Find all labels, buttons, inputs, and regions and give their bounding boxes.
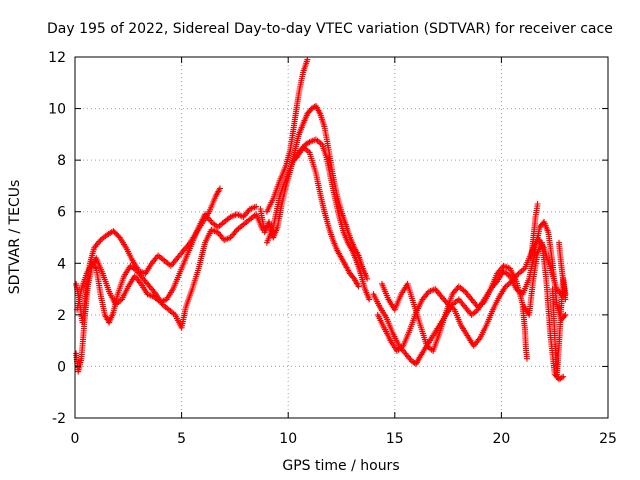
x-axis-label: GPS time / hours	[282, 458, 399, 474]
data-point	[304, 56, 311, 63]
series-track-5	[263, 56, 311, 215]
data-point	[112, 230, 119, 237]
y-tick-label: 8	[57, 153, 66, 169]
series-track-11	[519, 304, 530, 362]
x-tick-label: 10	[279, 431, 297, 447]
y-tick-label: 6	[57, 205, 66, 221]
data-point	[253, 203, 260, 210]
y-tick-label: 4	[57, 256, 66, 272]
data-point	[534, 201, 541, 207]
y-tick-label: 0	[57, 359, 66, 375]
data-point	[366, 296, 373, 303]
series-track-2	[73, 203, 260, 375]
y-tick-label: 10	[48, 102, 66, 118]
data-point	[92, 264, 99, 271]
axis-ticks: 0 5 10 15 20 25 -2 0 2 4 6 8 10 12	[48, 50, 617, 447]
series-track-1	[73, 185, 223, 326]
data-point	[560, 373, 567, 380]
grid-lines	[75, 57, 608, 418]
series-track-10	[379, 239, 567, 383]
data-point	[364, 275, 371, 282]
series-track-3	[74, 211, 266, 331]
data-point	[562, 296, 569, 303]
x-tick-label: 15	[386, 431, 404, 447]
data-marks	[73, 56, 569, 383]
x-tick-label: 20	[492, 431, 510, 447]
data-point	[355, 283, 362, 290]
chart-title: Day 195 of 2022, Sidereal Day-to-day VTE…	[47, 21, 613, 37]
y-tick-label: 12	[48, 50, 66, 66]
y-tick-label: -2	[52, 411, 66, 427]
series-track-12	[528, 201, 541, 262]
data-point	[524, 355, 530, 362]
x-tick-label: 5	[177, 431, 186, 447]
x-tick-label: 0	[71, 431, 80, 447]
series-track-14	[556, 239, 569, 303]
plot-frame	[74, 56, 609, 419]
data-point	[114, 231, 121, 238]
y-tick-label: 2	[57, 308, 66, 324]
y-axis-label: SDTVAR / TECUs	[7, 180, 23, 295]
series-track-7	[293, 144, 362, 290]
data-point	[562, 311, 569, 318]
series-track-6	[263, 136, 373, 303]
x-tick-label: 25	[599, 431, 617, 447]
data-point	[558, 374, 565, 381]
data-point	[217, 185, 223, 192]
